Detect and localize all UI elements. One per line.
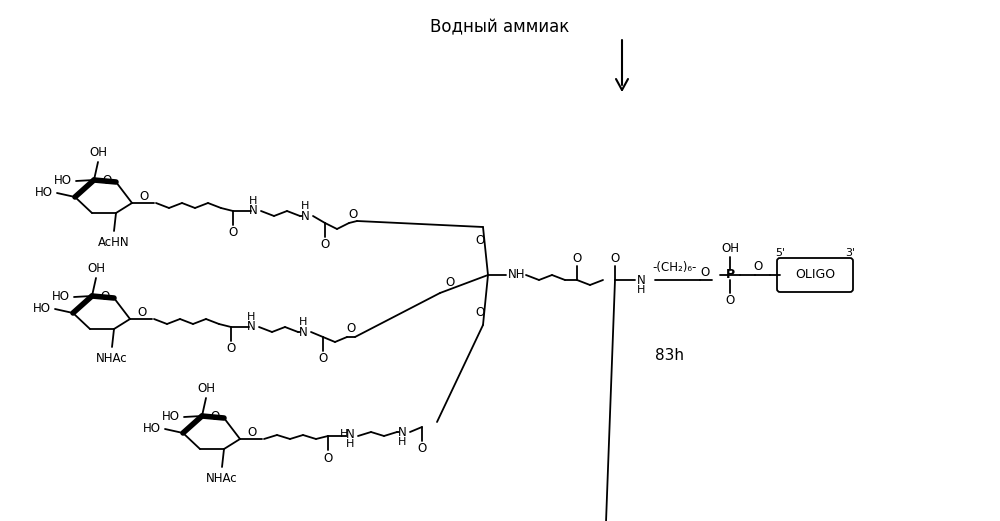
Text: O: O (318, 353, 328, 366)
Text: N: N (301, 209, 309, 222)
Text: 3': 3' (845, 248, 855, 258)
Text: HO: HO (33, 302, 51, 315)
Text: HO: HO (35, 185, 53, 199)
Text: H: H (249, 196, 257, 206)
Text: Водный аммиак: Водный аммиак (430, 18, 570, 36)
Text: OH: OH (87, 263, 105, 276)
Text: H: H (301, 201, 309, 211)
Text: N: N (249, 205, 257, 217)
Text: OH: OH (89, 146, 107, 159)
Text: HO: HO (54, 175, 72, 188)
Text: O: O (228, 227, 238, 240)
FancyBboxPatch shape (777, 258, 853, 292)
Text: O: O (102, 175, 112, 188)
Text: H: H (299, 317, 307, 327)
Text: O: O (572, 252, 582, 265)
Text: H: H (637, 285, 645, 295)
Text: AcHN: AcHN (98, 235, 130, 249)
Text: O: O (753, 260, 763, 274)
Text: O: O (700, 266, 710, 279)
Text: O: O (226, 342, 236, 355)
Text: OH: OH (721, 242, 739, 255)
Text: H: H (346, 439, 354, 449)
Text: H: H (398, 437, 406, 447)
Text: O: O (320, 239, 330, 252)
Text: H: H (247, 312, 255, 322)
Text: O: O (139, 190, 149, 203)
Text: P: P (725, 268, 735, 281)
Text: O: O (445, 277, 455, 290)
Text: HO: HO (162, 411, 180, 424)
Text: O: O (475, 233, 485, 246)
Text: O: O (725, 294, 735, 307)
Text: H: H (340, 429, 348, 439)
Text: NHAc: NHAc (96, 352, 128, 365)
Text: N: N (299, 326, 307, 339)
Text: O: O (100, 291, 110, 304)
Text: N: N (247, 320, 255, 333)
Text: OH: OH (197, 382, 215, 395)
Text: O: O (348, 208, 358, 221)
Text: N: N (398, 426, 406, 439)
Text: OLIGO: OLIGO (795, 268, 835, 281)
Text: 83h: 83h (656, 348, 684, 363)
Text: O: O (346, 322, 356, 336)
Text: 5': 5' (775, 248, 785, 258)
Text: -(CH₂)₆-: -(CH₂)₆- (653, 262, 697, 275)
Text: O: O (475, 306, 485, 319)
Text: O: O (210, 411, 220, 424)
Text: O: O (610, 252, 620, 265)
Text: NHAc: NHAc (206, 472, 238, 485)
Text: O: O (323, 452, 333, 465)
Text: O: O (137, 305, 147, 318)
Text: N: N (346, 428, 354, 440)
Text: O: O (417, 442, 427, 455)
Text: HO: HO (52, 291, 70, 304)
Text: NH: NH (508, 268, 526, 281)
Text: O: O (247, 426, 257, 439)
Text: N: N (637, 274, 646, 287)
Text: HO: HO (143, 421, 161, 435)
